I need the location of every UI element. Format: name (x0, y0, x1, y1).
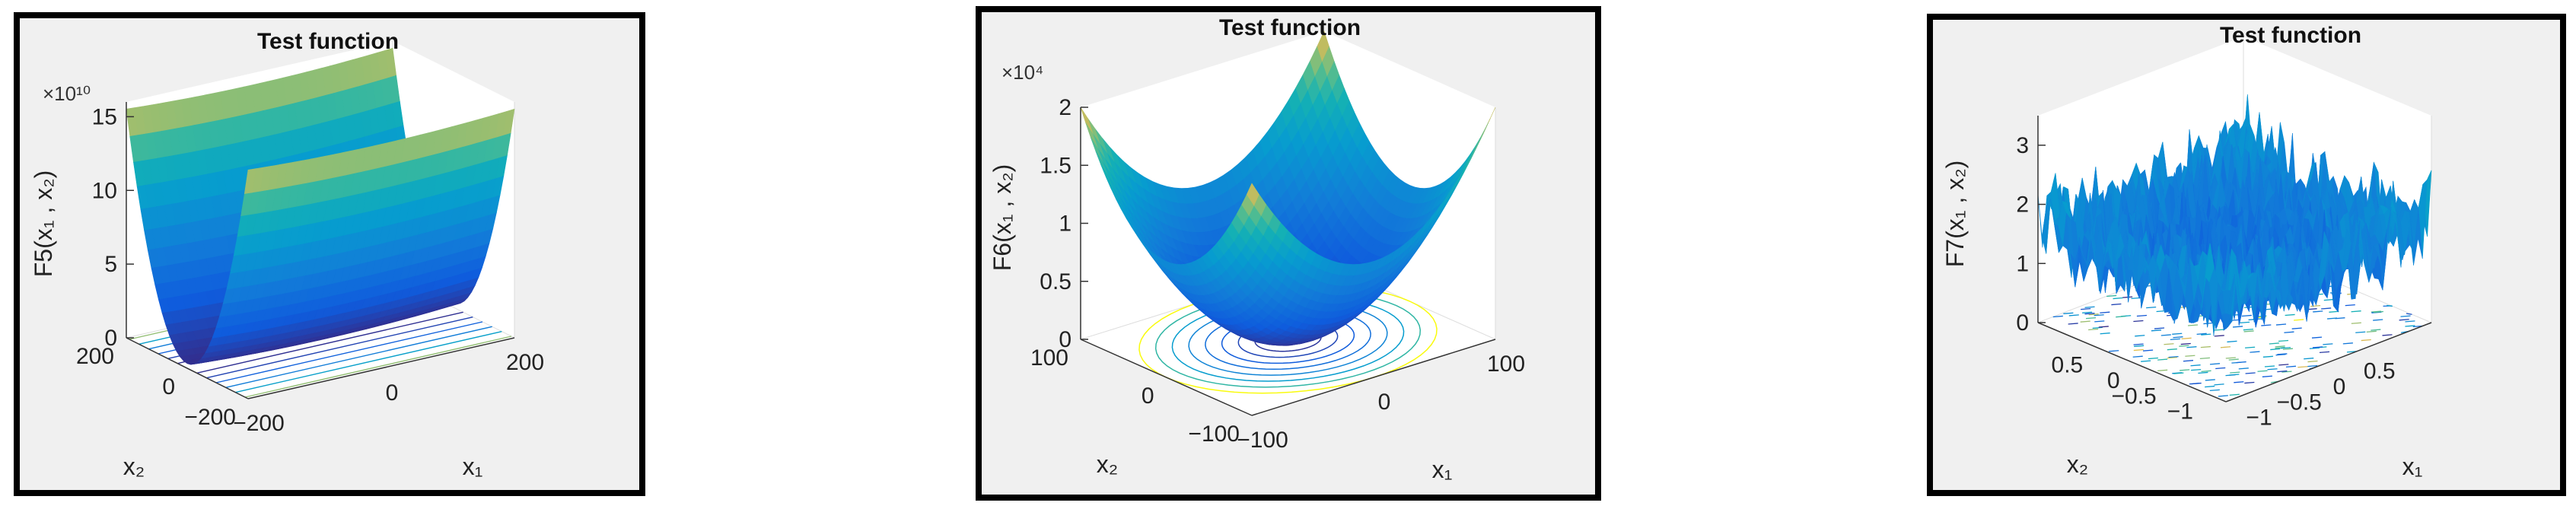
y-axis-line (2037, 322, 2227, 402)
z-tick-label: 2 (2016, 192, 2029, 218)
y-tick-label: 0.5 (2052, 353, 2084, 378)
chart-title: Test function (1219, 15, 1361, 40)
z-tick-label: 0 (1059, 327, 1071, 352)
x-tick-label: 100 (1487, 352, 1525, 377)
x-axis-label: x₁ (1432, 456, 1453, 483)
plot-area (126, 41, 515, 399)
y-axis-line (1080, 339, 1253, 416)
z-tick-label: 1 (1059, 212, 1071, 237)
x-tick-label: −200 (233, 411, 285, 436)
y-tick-label: −200 (184, 405, 236, 430)
chart-title: Test function (257, 29, 399, 54)
y-tick-label: 200 (76, 344, 114, 369)
z-tick-label: 15 (92, 104, 117, 129)
x-tick-label: 0 (2333, 374, 2346, 399)
z-tick-label: 1 (2016, 251, 2029, 276)
z-tick-label: 0.5 (1040, 269, 1071, 294)
x-tick-label: −0.5 (2277, 390, 2322, 415)
x-tick-label: −100 (1237, 428, 1288, 453)
y-tick-label: −0.5 (2112, 383, 2157, 409)
x-axis-label: x₁ (463, 453, 483, 480)
chart-f6-svg: Test function00.511.52×10⁴−1000100−10001… (989, 15, 1525, 483)
y-axis-label: x₂ (123, 453, 145, 480)
z-axis-label: F5(x₁ , x₂) (30, 170, 57, 278)
x-tick-label: 0 (386, 380, 399, 406)
surface (126, 47, 515, 365)
z-tick-label: 10 (92, 178, 117, 203)
y-tick-label: −100 (1188, 422, 1240, 447)
y-tick-label: −1 (2167, 399, 2193, 425)
z-tick-label: 1.5 (1040, 153, 1071, 178)
z-tick-label: 5 (104, 252, 117, 277)
y-tick-label: 0 (162, 374, 175, 399)
plot-area (1080, 30, 1496, 416)
surface (1080, 30, 1496, 346)
z-tick-label: 3 (2016, 133, 2029, 158)
chart-title: Test function (2220, 23, 2361, 48)
x-tick-label: −1 (2246, 406, 2272, 431)
z-axis-label: F7(x₁ , x₂) (1941, 161, 1969, 268)
surface (2037, 94, 2432, 336)
chart-panel-f6: Test function 0 0.5 1 1.5 2 ×10⁴ −100 0 100 −100 0 1… (976, 6, 1601, 501)
x-tick-label: 0.5 (2364, 359, 2396, 384)
y-tick-label: 100 (1030, 345, 1068, 371)
x-axis-line (247, 337, 515, 399)
y-axis-label: x₂ (2067, 450, 2088, 478)
z-multiplier: ×10¹⁰ (43, 82, 91, 105)
x-tick-label: 0 (1378, 390, 1391, 415)
z-multiplier: ×10⁴ (1001, 61, 1043, 84)
y-axis-line (126, 337, 249, 399)
y-tick-label: 0 (2107, 368, 2120, 393)
z-axis-label: F6(x₁ , x₂) (989, 164, 1016, 272)
z-tick-label: 0 (2016, 310, 2029, 336)
plot-area (2037, 37, 2432, 402)
y-axis-label: x₂ (1097, 450, 1118, 478)
z-tick-label: 2 (1059, 95, 1071, 120)
x-tick-label: 200 (506, 350, 544, 375)
chart-f5-svg: Test function051015×10¹⁰−2000200−2000200… (30, 29, 544, 480)
chart-f7-svg: Test function0123−1−0.500.5−1−0.500.5x₁x… (1941, 23, 2432, 480)
x-axis-label: x₁ (2402, 453, 2423, 480)
x-axis-line (1251, 339, 1496, 416)
chart-panel-f5: Test function 0 5 10 15 ×10¹⁰ −200 0 200 −200 0 200… (14, 12, 645, 496)
y-tick-label: 0 (1142, 383, 1154, 409)
z-tick-label: 0 (104, 326, 117, 351)
chart-panel-f7: Test function 0 1 2 3 −1 −0.5 0 0.5 −1 −0.5 0 0.5 x₁ x… (1927, 14, 2566, 496)
x-axis-line (2225, 322, 2432, 402)
